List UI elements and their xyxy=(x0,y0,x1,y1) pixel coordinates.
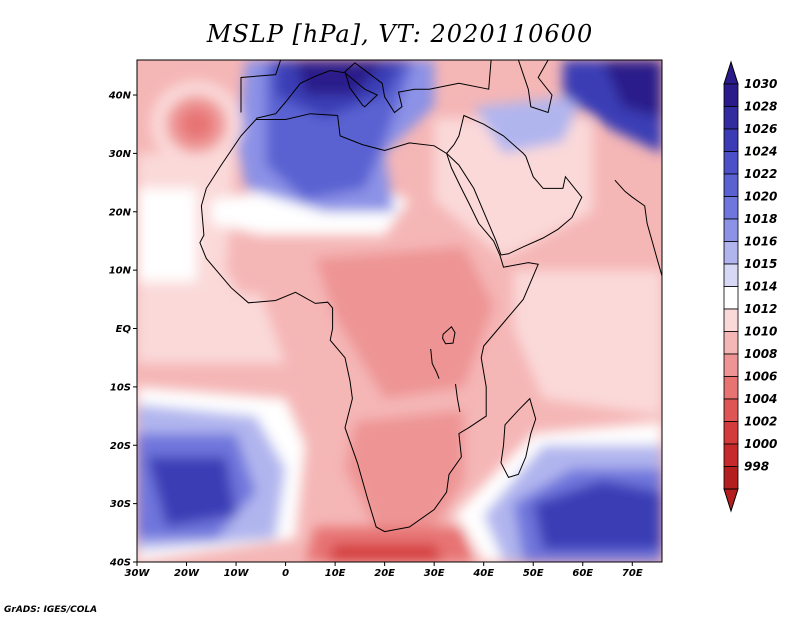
coastlines xyxy=(137,60,662,533)
colorbar-swatch xyxy=(723,376,739,400)
colorbar-label: 1000 xyxy=(744,437,777,451)
map-panel xyxy=(137,60,662,562)
y-tick-label: 20S xyxy=(110,441,131,452)
colorbar-label: 1008 xyxy=(744,347,777,361)
mediterranean-north-coast xyxy=(255,60,492,119)
colorbar-label: 1028 xyxy=(744,100,777,114)
y-tick-label: 20N xyxy=(109,207,132,218)
colorbar-swatch xyxy=(723,421,739,445)
shade-cafrica-1008 xyxy=(315,246,494,399)
colorbar-swatch xyxy=(723,218,739,242)
africa-coastline xyxy=(199,113,539,533)
shade-safrica-1008 xyxy=(345,410,464,527)
colorbar-swatch xyxy=(723,308,739,332)
india-coastline xyxy=(614,179,662,277)
colorbar-label: 1015 xyxy=(744,257,777,271)
chart-title: MSLP [hPa], VT: 2020110600 xyxy=(206,20,593,48)
x-tick-label: 70E xyxy=(622,568,643,579)
colorbar-label: 1024 xyxy=(744,145,777,159)
colorbar-swatch xyxy=(723,241,739,265)
shade-indian-1012 xyxy=(513,270,662,417)
x-tick-label: 20W xyxy=(174,568,200,579)
shade-satl-1026 xyxy=(146,456,237,527)
y-tick-label: 10S xyxy=(110,382,131,393)
colorbar-swatch xyxy=(723,443,739,467)
colorbar-swatch xyxy=(723,196,739,220)
colorbar-top-arrow xyxy=(723,60,739,85)
colorbar-label: 1010 xyxy=(744,325,777,339)
shade-asia-1030 xyxy=(602,60,662,119)
colorbar-swatch xyxy=(723,151,739,175)
x-tick-label: 10E xyxy=(325,568,346,579)
caspian-coastline xyxy=(517,60,553,114)
x-tick-label: 0 xyxy=(282,568,289,579)
colorbar-label: 1018 xyxy=(744,212,777,226)
shade-atlantic-1014 xyxy=(137,188,197,282)
colorbar-label: 998 xyxy=(744,460,769,474)
x-tick-label: 60E xyxy=(572,568,593,579)
shade-arabia-1012 xyxy=(434,118,593,259)
colorbar-label: 1004 xyxy=(744,392,777,406)
colorbar-label: 1006 xyxy=(744,370,777,384)
colorbar-label: 1002 xyxy=(744,415,777,429)
colorbar-label: 1012 xyxy=(744,302,777,316)
colorbar-label: 1020 xyxy=(744,190,777,204)
colorbar-swatch xyxy=(723,128,739,152)
colorbar-bottom-arrow xyxy=(723,488,739,513)
y-tick-label: EQ xyxy=(116,324,132,335)
colorbar-swatch xyxy=(723,353,739,377)
y-axis: 40N 30N 20N 10N EQ 10S 20S 30S 40S xyxy=(108,91,137,569)
x-tick-label: 10W xyxy=(224,568,250,579)
colorbar-swatch xyxy=(723,106,739,130)
arabia-coastline xyxy=(446,114,583,256)
pressure-shading xyxy=(137,60,662,562)
lake-victoria xyxy=(442,326,456,345)
colorbar-swatch xyxy=(723,263,739,287)
colorbar-swatch xyxy=(723,286,739,310)
colorbar-swatch xyxy=(723,466,739,490)
colorbar-label: 1016 xyxy=(744,235,777,249)
y-tick-label: 30S xyxy=(110,499,131,510)
colorbar-label: 1026 xyxy=(744,122,777,136)
shade-southern-low-1002 xyxy=(325,544,445,562)
y-tick-label: 40S xyxy=(109,558,131,569)
lake-malawi xyxy=(455,383,461,413)
shade-eq-atl-1012 xyxy=(137,293,286,364)
shade-azores-low-1006 xyxy=(180,109,213,140)
credit-text: GrADS: IGES/COLA xyxy=(4,605,97,615)
y-tick-label: 30N xyxy=(109,149,132,160)
lake-tanganyika xyxy=(430,348,440,379)
colorbar-label: 1014 xyxy=(744,280,777,294)
x-tick-label: 30E xyxy=(424,568,445,579)
x-tick-label: 50E xyxy=(523,568,544,579)
x-tick-label: 30W xyxy=(125,568,151,579)
shade-sio-1026 xyxy=(533,480,662,551)
x-axis: 30W 20W 10W 0 10E 20E 30E 40E 50E 60E 70E xyxy=(125,562,643,579)
colorbar-swatch xyxy=(723,173,739,197)
colorbar-label: 1022 xyxy=(744,167,777,181)
x-tick-label: 40E xyxy=(472,568,494,579)
madagascar-coastline xyxy=(500,397,537,478)
map-frame xyxy=(136,59,663,563)
y-tick-label: 10N xyxy=(109,266,132,277)
x-tick-label: 20E xyxy=(374,568,395,579)
colorbar: 1030 1028 1026 1024 1022 1020 1018 1016 1015 1014… xyxy=(723,60,777,513)
colorbar-label: 1030 xyxy=(744,77,777,91)
colorbar-swatch xyxy=(723,331,739,355)
colorbar-swatch xyxy=(723,83,739,107)
europe-coastline xyxy=(137,60,282,113)
shade-arabia-1018 xyxy=(473,95,583,154)
colorbar-swatch xyxy=(723,398,739,422)
y-tick-label: 40N xyxy=(108,91,132,102)
